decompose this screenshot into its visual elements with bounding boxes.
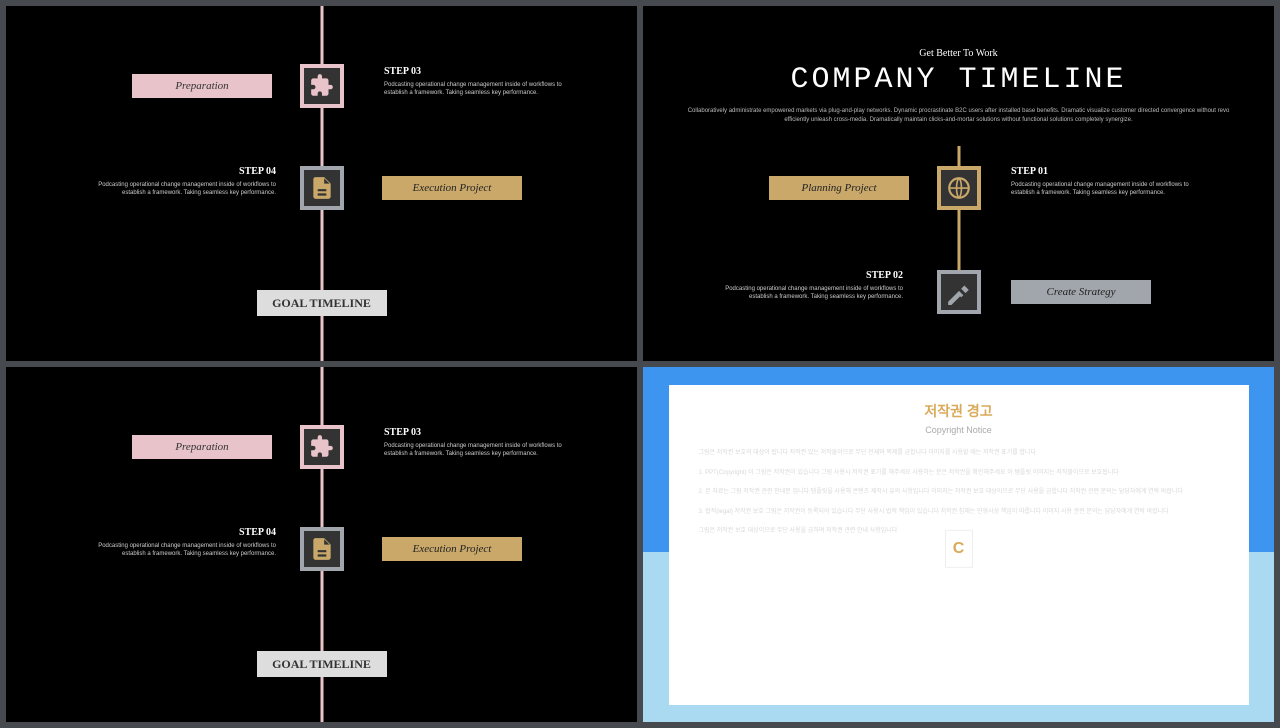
hero-title: COMPANY TIMELINE — [643, 63, 1274, 97]
icon-step-01 — [937, 166, 981, 210]
document-icon — [309, 536, 335, 562]
goal-timeline-label: GOAL TIMELINE — [257, 651, 387, 677]
icon-step-03 — [300, 64, 344, 108]
preparation-label: Preparation — [132, 74, 272, 98]
copyright-notice-card: 저작권 경고 Copyright Notice 그림은 저작권 보호의 대상이 … — [669, 385, 1249, 705]
slide-4: 저작권 경고 Copyright Notice 그림은 저작권 보호의 대상이 … — [643, 367, 1274, 722]
step-04-title: STEP 04 — [76, 527, 276, 538]
step-04-title: STEP 04 — [76, 166, 276, 177]
step-03-block: STEP 03 Podcasting operational change ma… — [384, 427, 584, 459]
step-02-block: STEP 02 Podcasting operational change ma… — [703, 270, 903, 302]
slide-grid: Preparation Execution Project STEP 03 Po… — [0, 0, 1280, 728]
notice-title: 저작권 경고 — [699, 401, 1219, 421]
contents-logo: C — [945, 530, 973, 568]
notice-p1: 그림은 저작권 보호의 대상이 됩니다 저작권 있는 저작물이므로 무단 전재와… — [699, 449, 1219, 459]
step-01-title: STEP 01 — [1011, 166, 1211, 177]
gavel-icon — [946, 279, 972, 305]
notice-p2: 1. PPT(Copyright) 이 그림은 저작권이 있습니다 그림 사용시… — [699, 469, 1219, 479]
step-04-block: STEP 04 Podcasting operational change ma… — [76, 527, 276, 559]
notice-subtitle: Copyright Notice — [699, 425, 1219, 435]
notice-p4: 3. 법적(legal) 저작권 보호 그림은 저작권이 등록되어 있습니다 무… — [699, 508, 1219, 518]
step-03-title: STEP 03 — [384, 427, 584, 438]
step-01-block: STEP 01 Podcasting operational change ma… — [1011, 166, 1211, 198]
step-03-title: STEP 03 — [384, 66, 584, 77]
icon-step-02 — [937, 270, 981, 314]
hero-subtitle: Get Better To Work — [643, 48, 1274, 59]
execution-label: Execution Project — [382, 176, 522, 200]
preparation-label: Preparation — [132, 435, 272, 459]
notice-p3: 2. 본 자료는 그림 저작권 관련 안내문 입니다 템플릿을 사용해 콘텐츠 … — [699, 488, 1219, 498]
planning-label: Planning Project — [769, 176, 909, 200]
step-02-body: Podcasting operational change management… — [703, 285, 903, 302]
icon-step-04 — [300, 527, 344, 571]
step-04-body: Podcasting operational change management… — [76, 181, 276, 198]
step-01-body: Podcasting operational change management… — [1011, 181, 1211, 198]
execution-label: Execution Project — [382, 537, 522, 561]
step-04-body: Podcasting operational change management… — [76, 542, 276, 559]
icon-step-03 — [300, 425, 344, 469]
step-03-body: Podcasting operational change management… — [384, 442, 584, 459]
step-04-block: STEP 04 Podcasting operational change ma… — [76, 166, 276, 198]
hero-body: Collaboratively administrate empowered m… — [683, 107, 1234, 125]
document-icon — [309, 175, 335, 201]
slide-1: Preparation Execution Project STEP 03 Po… — [6, 6, 637, 361]
strategy-label: Create Strategy — [1011, 280, 1151, 304]
globe-icon — [946, 175, 972, 201]
slide-2: Get Better To Work COMPANY TIMELINE Coll… — [643, 6, 1274, 361]
icon-step-04 — [300, 166, 344, 210]
step-03-block: STEP 03 Podcasting operational change ma… — [384, 66, 584, 98]
puzzle-icon — [309, 434, 335, 460]
puzzle-icon — [309, 73, 335, 99]
step-02-title: STEP 02 — [703, 270, 903, 281]
goal-timeline-label: GOAL TIMELINE — [257, 290, 387, 316]
slide-3: Preparation Execution Project STEP 03 Po… — [6, 367, 637, 722]
step-03-body: Podcasting operational change management… — [384, 81, 584, 98]
